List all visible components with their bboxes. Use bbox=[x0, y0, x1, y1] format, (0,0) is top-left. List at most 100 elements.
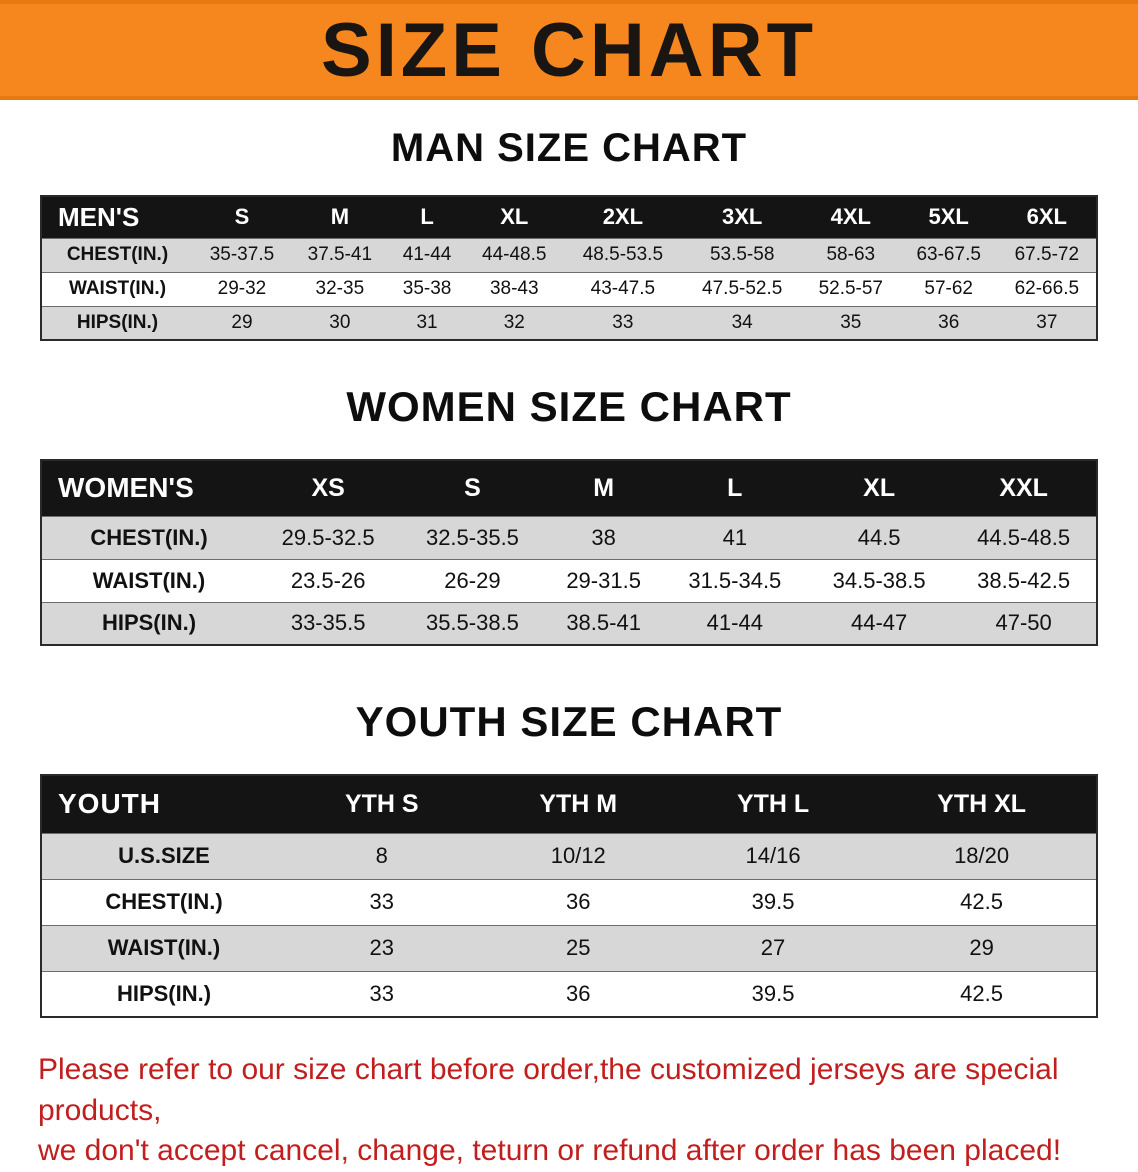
value-cell: 35-38 bbox=[388, 271, 466, 306]
banner-title: SIZE CHART bbox=[321, 7, 817, 93]
row-label-cell: U.S.SIZE bbox=[41, 832, 286, 879]
value-cell: 37 bbox=[997, 305, 1097, 340]
table-header-row: WOMEN'S XS S M L XL XXL bbox=[41, 460, 1097, 516]
value-cell: 41 bbox=[662, 515, 807, 559]
size-header-cell: M bbox=[290, 196, 389, 238]
value-cell: 33 bbox=[286, 878, 478, 925]
value-cell: 43-47.5 bbox=[563, 271, 683, 306]
value-cell: 36 bbox=[899, 305, 998, 340]
youth-size-section: YOUTH SIZE CHART YOUTH YTH S YTH M YTH L YTH… bbox=[0, 698, 1138, 1018]
men-size-section: MAN SIZE CHART MEN'S S M L XL 2XL 3XL 4XL 5XL 6XL… bbox=[0, 126, 1138, 341]
footer-note-line: Please refer to our size chart before or… bbox=[38, 1053, 1059, 1127]
value-cell: 39.5 bbox=[678, 970, 868, 1017]
table-row: CHEST(IN.) 33 36 39.5 42.5 bbox=[41, 878, 1097, 925]
table-header-row: MEN'S S M L XL 2XL 3XL 4XL 5XL 6XL bbox=[41, 196, 1097, 238]
value-cell: 29.5-32.5 bbox=[256, 515, 401, 559]
women-section-heading: WOMEN SIZE CHART bbox=[346, 383, 792, 430]
youth-section-heading: YOUTH SIZE CHART bbox=[355, 698, 783, 745]
value-cell: 37.5-41 bbox=[290, 237, 389, 272]
size-header-cell: XL bbox=[465, 196, 564, 238]
table-row: U.S.SIZE 8 10/12 14/16 18/20 bbox=[41, 832, 1097, 879]
size-header-cell: XXL bbox=[951, 460, 1097, 516]
value-cell: 41-44 bbox=[662, 601, 807, 645]
value-cell: 47.5-52.5 bbox=[682, 271, 802, 306]
value-cell: 8 bbox=[286, 832, 478, 879]
table-row: CHEST(IN.) 35-37.5 37.5-41 41-44 44-48.5 48.5… bbox=[41, 237, 1097, 272]
women-size-table: WOMEN'S XS S M L XL XXL CHEST(IN.) 29.5-32.5 32.5… bbox=[40, 459, 1098, 646]
value-cell: 29-32 bbox=[193, 271, 291, 306]
value-cell: 23.5-26 bbox=[256, 558, 401, 602]
size-header-cell: YTH L bbox=[678, 775, 868, 833]
size-header-cell: 2XL bbox=[563, 196, 683, 238]
value-cell: 58-63 bbox=[801, 237, 900, 272]
value-cell: 27 bbox=[678, 924, 868, 971]
value-cell: 42.5 bbox=[867, 878, 1097, 925]
size-header-cell: L bbox=[388, 196, 466, 238]
table-row: CHEST(IN.) 29.5-32.5 32.5-35.5 38 41 44.5 44.5… bbox=[41, 515, 1097, 559]
value-cell: 38.5-41 bbox=[544, 601, 663, 645]
table-row: HIPS(IN.) 33 36 39.5 42.5 bbox=[41, 970, 1097, 1017]
value-cell: 63-67.5 bbox=[899, 237, 998, 272]
value-cell: 38.5-42.5 bbox=[951, 558, 1097, 602]
value-cell: 57-62 bbox=[899, 271, 998, 306]
table-row: WAIST(IN.) 23.5-26 26-29 29-31.5 31.5-34.5 34… bbox=[41, 558, 1097, 602]
value-cell: 48.5-53.5 bbox=[563, 237, 683, 272]
value-cell: 33 bbox=[286, 970, 478, 1017]
size-header-cell: S bbox=[400, 460, 545, 516]
value-cell: 32.5-35.5 bbox=[400, 515, 545, 559]
table-title-cell: MEN'S bbox=[41, 196, 193, 238]
youth-size-table: YOUTH YTH S YTH M YTH L YTH XL U.S.SIZE 8 10/12… bbox=[40, 774, 1098, 1018]
value-cell: 44.5 bbox=[806, 515, 952, 559]
row-label-cell: CHEST(IN.) bbox=[41, 237, 193, 272]
value-cell: 35.5-38.5 bbox=[400, 601, 545, 645]
row-label-cell: HIPS(IN.) bbox=[41, 601, 256, 645]
value-cell: 67.5-72 bbox=[997, 237, 1097, 272]
value-cell: 30 bbox=[290, 305, 389, 340]
value-cell: 33-35.5 bbox=[256, 601, 401, 645]
size-header-cell: S bbox=[193, 196, 291, 238]
value-cell: 44-47 bbox=[806, 601, 952, 645]
value-cell: 41-44 bbox=[388, 237, 466, 272]
value-cell: 35-37.5 bbox=[193, 237, 291, 272]
row-label-cell: HIPS(IN.) bbox=[41, 970, 286, 1017]
footer-note-line: we don't accept cancel, change, teturn o… bbox=[38, 1134, 1062, 1167]
row-label-cell: HIPS(IN.) bbox=[41, 305, 193, 340]
row-label-cell: WAIST(IN.) bbox=[41, 558, 256, 602]
value-cell: 38 bbox=[544, 515, 663, 559]
value-cell: 32 bbox=[465, 305, 564, 340]
footer-note: Please refer to our size chart before or… bbox=[38, 1050, 1100, 1172]
table-title-cell: YOUTH bbox=[41, 775, 286, 833]
value-cell: 52.5-57 bbox=[801, 271, 900, 306]
value-cell: 53.5-58 bbox=[682, 237, 802, 272]
table-title-cell: WOMEN'S bbox=[41, 460, 256, 516]
row-label-cell: WAIST(IN.) bbox=[41, 924, 286, 971]
value-cell: 10/12 bbox=[477, 832, 679, 879]
size-chart-banner: SIZE CHART bbox=[0, 0, 1138, 100]
women-size-section: WOMEN SIZE CHART WOMEN'S XS S M L XL XXL CHEST(… bbox=[0, 383, 1138, 646]
men-size-table: MEN'S S M L XL 2XL 3XL 4XL 5XL 6XL CHEST(IN.) 35-37… bbox=[40, 195, 1098, 341]
size-header-cell: YTH M bbox=[477, 775, 679, 833]
value-cell: 36 bbox=[477, 878, 679, 925]
value-cell: 26-29 bbox=[400, 558, 545, 602]
value-cell: 23 bbox=[286, 924, 478, 971]
value-cell: 18/20 bbox=[867, 832, 1097, 879]
size-header-cell: 6XL bbox=[997, 196, 1097, 238]
value-cell: 44.5-48.5 bbox=[951, 515, 1097, 559]
value-cell: 29 bbox=[193, 305, 291, 340]
value-cell: 39.5 bbox=[678, 878, 868, 925]
table-row: WAIST(IN.) 29-32 32-35 35-38 38-43 43-47.5 47.… bbox=[41, 271, 1097, 306]
size-header-cell: 4XL bbox=[801, 196, 900, 238]
size-header-cell: 3XL bbox=[682, 196, 802, 238]
value-cell: 34.5-38.5 bbox=[806, 558, 952, 602]
table-header-row: YOUTH YTH S YTH M YTH L YTH XL bbox=[41, 775, 1097, 833]
table-row: WAIST(IN.) 23 25 27 29 bbox=[41, 924, 1097, 971]
row-label-cell: WAIST(IN.) bbox=[41, 271, 193, 306]
value-cell: 42.5 bbox=[867, 970, 1097, 1017]
value-cell: 35 bbox=[801, 305, 900, 340]
value-cell: 62-66.5 bbox=[997, 271, 1097, 306]
value-cell: 33 bbox=[563, 305, 683, 340]
value-cell: 31 bbox=[388, 305, 466, 340]
size-header-cell: M bbox=[544, 460, 663, 516]
value-cell: 14/16 bbox=[678, 832, 868, 879]
value-cell: 38-43 bbox=[465, 271, 564, 306]
